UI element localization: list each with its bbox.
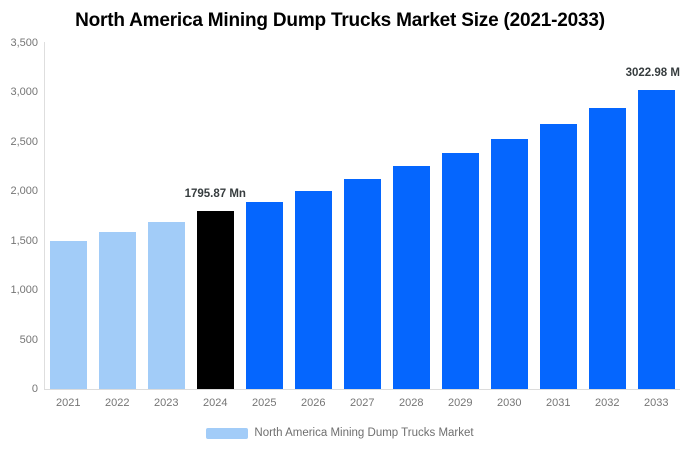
y-tick-label-3500: 3,500 (10, 36, 38, 49)
x-label-2029: 2029 (448, 397, 473, 409)
x-label-2022: 2022 (105, 397, 130, 409)
bar-2032[interactable] (589, 107, 626, 389)
x-label-2030: 2030 (497, 397, 522, 409)
x-label-2026: 2026 (301, 397, 326, 409)
data-label-2033: 3022.98 Mn (625, 66, 680, 79)
y-tick-label-500: 500 (19, 333, 38, 346)
x-label-2025: 2025 (252, 397, 277, 409)
bar-2033[interactable] (638, 89, 675, 389)
x-label-2031: 2031 (546, 397, 571, 409)
x-label-2028: 2028 (399, 397, 424, 409)
bar-2028[interactable] (393, 166, 430, 389)
y-tick-label-2500: 2,500 (10, 135, 38, 148)
bar-2025[interactable] (246, 201, 283, 389)
bar-2022[interactable] (99, 231, 136, 389)
bar-2026[interactable] (295, 190, 332, 389)
bar-2029[interactable] (442, 153, 479, 389)
x-label-2027: 2027 (350, 397, 375, 409)
bar-2023[interactable] (148, 221, 185, 389)
legend-swatch[interactable] (206, 427, 249, 439)
chart-title: North America Mining Dump Trucks Market … (75, 10, 605, 31)
y-tick-label-2000: 2,000 (10, 185, 38, 198)
bar-2031[interactable] (540, 123, 577, 389)
x-label-2033: 2033 (644, 397, 669, 409)
legend-label[interactable]: North America Mining Dump Trucks Market (254, 427, 474, 439)
x-label-2023: 2023 (154, 397, 179, 409)
y-tick-label-0: 0 (31, 383, 38, 395)
bar-2021[interactable] (50, 240, 87, 389)
x-label-2024: 2024 (203, 397, 228, 409)
x-axis-line (44, 389, 680, 390)
bar-2027[interactable] (344, 178, 381, 389)
y-tick-label-1500: 1,500 (10, 234, 38, 247)
legend: North America Mining Dump Trucks Market (0, 427, 680, 439)
bar-2024[interactable] (197, 211, 234, 389)
x-label-2032: 2032 (595, 397, 620, 409)
data-label-2024: 1795.87 Mn (184, 188, 246, 201)
x-label-2021: 2021 (56, 397, 81, 409)
bar-2030[interactable] (491, 138, 528, 389)
y-axis-line (44, 42, 45, 389)
y-tick-label-1000: 1,000 (10, 284, 38, 297)
y-tick-label-3000: 3,000 (10, 86, 38, 99)
